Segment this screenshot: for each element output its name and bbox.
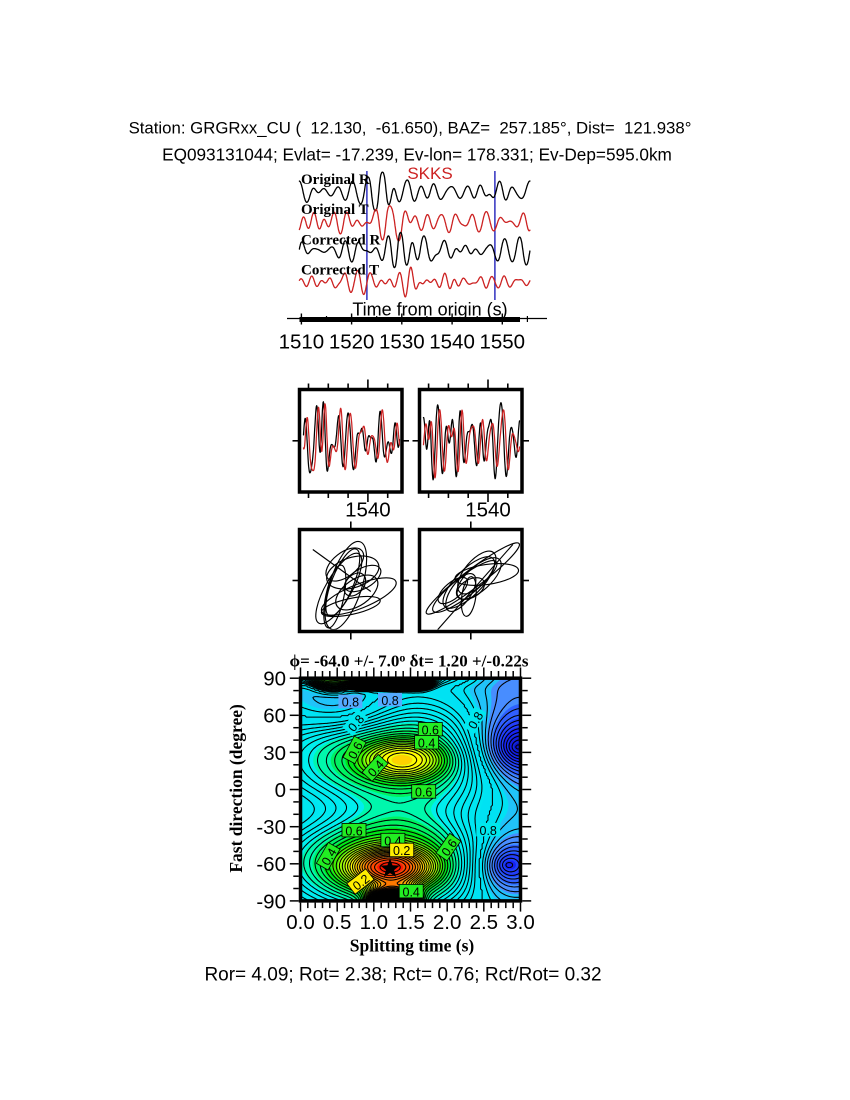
svg-text:60: 60 <box>263 705 286 728</box>
svg-text:0.6: 0.6 <box>415 786 432 800</box>
svg-text:0.8: 0.8 <box>480 824 497 838</box>
svg-text:Fast direction (degree): Fast direction (degree) <box>226 704 246 873</box>
svg-text:0.5: 0.5 <box>323 911 352 934</box>
svg-text:Original T: Original T <box>301 202 369 218</box>
svg-text:1.5: 1.5 <box>396 911 425 934</box>
svg-text:1540: 1540 <box>345 499 391 522</box>
svg-text:Original R: Original R <box>301 172 370 188</box>
svg-text:1540: 1540 <box>429 331 475 354</box>
svg-text:Time from origin (s): Time from origin (s) <box>352 300 507 320</box>
svg-text:EQ093131044; Evlat= -17.239, E: EQ093131044; Evlat= -17.239, Ev-lon= 178… <box>162 145 672 165</box>
svg-text:2.0: 2.0 <box>433 911 462 934</box>
svg-text:1520: 1520 <box>329 331 375 354</box>
svg-text:2.5: 2.5 <box>470 911 499 934</box>
svg-text:ϕ= -64.0 +/- 7.0o δt= 1.20 +/-: ϕ= -64.0 +/- 7.0o δt= 1.20 +/-0.22s <box>290 651 529 671</box>
svg-text:0.6: 0.6 <box>422 724 439 738</box>
svg-text:Ror= 4.09; Rot= 2.38; Rct= 0.7: Ror= 4.09; Rot= 2.38; Rct= 0.76; Rct/Rot… <box>204 965 601 986</box>
svg-text:0.0: 0.0 <box>286 911 315 934</box>
svg-text:Station: GRGRxx_CU ( 12.130,: Station: GRGRxx_CU ( 12.130, -61.650), B… <box>129 119 692 138</box>
svg-text:1540: 1540 <box>465 499 511 522</box>
svg-text:0.4: 0.4 <box>403 885 420 899</box>
svg-text:0.4: 0.4 <box>418 737 435 751</box>
svg-text:Corrected T: Corrected T <box>301 263 379 279</box>
svg-text:1530: 1530 <box>379 331 425 354</box>
svg-text:Corrected R: Corrected R <box>301 233 380 249</box>
svg-text:3.0: 3.0 <box>506 911 535 934</box>
svg-text:-30: -30 <box>256 816 286 839</box>
svg-text:0.8: 0.8 <box>381 694 398 708</box>
svg-text:0: 0 <box>275 779 286 802</box>
svg-text:1550: 1550 <box>479 331 525 354</box>
svg-text:0.8: 0.8 <box>342 696 359 710</box>
svg-text:0.2: 0.2 <box>393 844 410 858</box>
svg-text:1510: 1510 <box>279 331 325 354</box>
svg-text:90: 90 <box>263 668 286 691</box>
svg-text:SKKS: SKKS <box>407 164 452 183</box>
svg-text:-90: -90 <box>256 890 286 913</box>
svg-text:30: 30 <box>263 742 286 765</box>
svg-text:-60: -60 <box>256 853 286 876</box>
svg-text:Splitting time (s): Splitting time (s) <box>350 936 475 956</box>
svg-text:1.0: 1.0 <box>360 911 389 934</box>
svg-text:0.6: 0.6 <box>345 824 362 838</box>
